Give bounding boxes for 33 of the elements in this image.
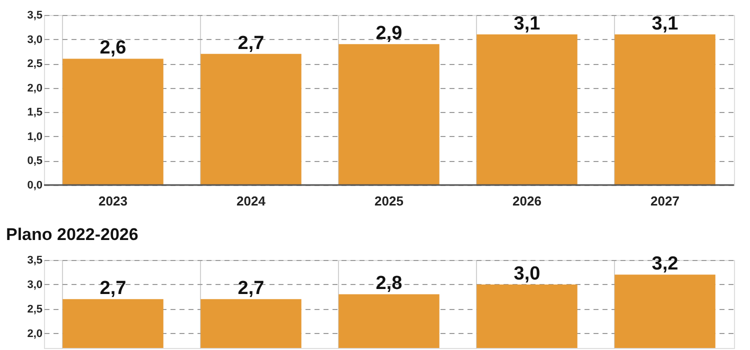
y-tick-label: 3,5 — [27, 254, 42, 266]
data-label: 2,7 — [238, 32, 264, 54]
bar — [338, 44, 440, 185]
y-tick-label: 1,0 — [27, 130, 42, 143]
x-tick-label: 2025 — [374, 194, 404, 208]
y-tick-label: 2,0 — [27, 82, 42, 94]
data-label: 2,7 — [238, 278, 264, 300]
data-label: 2,8 — [376, 273, 402, 294]
data-label: 3,0 — [514, 263, 540, 284]
y-tick-label: 3,0 — [27, 278, 42, 291]
data-label: 3,1 — [514, 13, 541, 34]
x-tick-label: 2026 — [512, 194, 542, 208]
data-label: 2,9 — [376, 23, 402, 44]
y-tick-label: 0,0 — [27, 180, 42, 192]
data-label: 3,1 — [652, 13, 679, 34]
x-tick-label: 2024 — [236, 194, 266, 208]
x-tick-label: 2023 — [98, 194, 128, 208]
x-tick-label: 2027 — [650, 194, 680, 208]
data-label: 3,2 — [652, 254, 678, 275]
y-tick-label: 3,5 — [27, 10, 42, 22]
bar — [62, 58, 164, 185]
data-label: 2,7 — [100, 278, 126, 300]
y-tick-label: 0,5 — [27, 155, 42, 168]
data-label: 2,6 — [100, 38, 126, 59]
y-tick-label: 1,5 — [27, 106, 42, 119]
bar — [614, 34, 716, 185]
y-tick-label: 3,0 — [27, 34, 42, 46]
y-tick-label: 2,0 — [27, 328, 42, 340]
y-tick-label: 2,5 — [27, 303, 42, 316]
chart-title: Plano 2022-2026 — [6, 225, 138, 244]
bar — [200, 54, 302, 185]
y-tick-label: 2,5 — [27, 58, 42, 70]
bar — [476, 34, 578, 185]
